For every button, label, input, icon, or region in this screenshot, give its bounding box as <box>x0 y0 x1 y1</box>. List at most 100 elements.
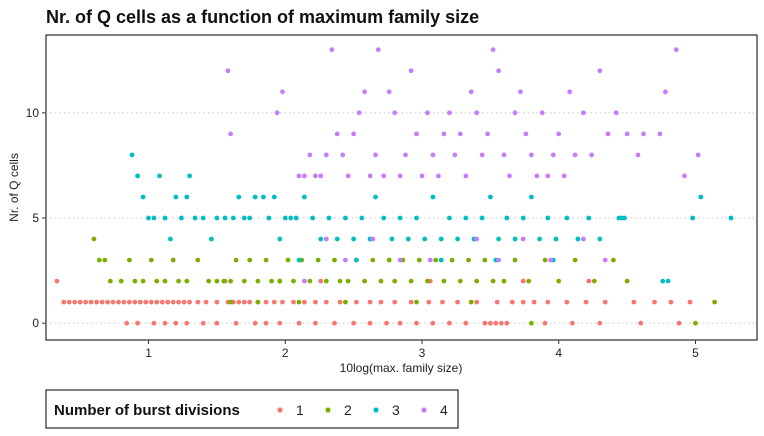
legend-label-2: 2 <box>344 402 352 418</box>
point-series-1-47 <box>426 299 432 305</box>
point-series-4-11 <box>334 131 340 137</box>
point-series-4-65 <box>663 89 668 95</box>
point-series-1-17 <box>148 299 154 305</box>
point-series-4-74 <box>427 257 433 263</box>
point-series-1-101 <box>586 278 592 284</box>
point-series-2-66 <box>414 299 419 305</box>
point-series-4-2 <box>274 110 280 116</box>
point-series-4-27 <box>419 173 425 179</box>
point-series-2-4 <box>118 278 124 284</box>
point-series-3-33 <box>334 236 340 242</box>
point-series-4-10 <box>329 47 335 53</box>
point-series-2-36 <box>362 278 367 284</box>
point-series-1-100 <box>520 278 526 284</box>
point-series-4-62 <box>635 152 641 158</box>
point-series-1-91 <box>542 320 548 326</box>
point-series-3-49 <box>463 215 469 221</box>
point-series-4-41 <box>496 68 501 74</box>
point-series-3-12 <box>192 215 198 221</box>
point-series-4-23 <box>397 173 403 179</box>
point-series-4-29 <box>430 152 436 158</box>
point-series-1-57 <box>583 299 589 305</box>
point-series-3-11 <box>187 173 193 179</box>
point-series-4-79 <box>581 236 586 242</box>
point-series-2-29 <box>307 278 313 284</box>
point-series-3-75 <box>438 257 444 263</box>
point-series-4-46 <box>523 131 529 137</box>
point-series-2-18 <box>228 278 234 284</box>
point-series-4-35 <box>463 173 469 179</box>
point-series-3-5 <box>157 173 162 179</box>
point-series-4-14 <box>351 131 356 137</box>
point-series-2-60 <box>611 257 616 263</box>
point-series-1-46 <box>408 299 414 305</box>
point-series-4-9 <box>323 152 329 158</box>
point-series-4-19 <box>375 47 381 53</box>
point-series-3-68 <box>660 278 666 284</box>
point-series-3-36 <box>359 215 365 221</box>
point-series-4-34 <box>457 131 463 137</box>
point-series-4-75 <box>474 236 480 242</box>
point-series-2-8 <box>148 257 154 263</box>
point-series-2-51 <box>482 257 488 263</box>
point-series-3-7 <box>168 236 173 242</box>
point-series-3-20 <box>247 215 253 221</box>
point-series-2-50 <box>474 278 480 284</box>
point-series-2-53 <box>501 278 507 284</box>
point-series-1-92 <box>570 320 575 326</box>
point-series-4-66 <box>673 47 679 53</box>
legend-key-2 <box>325 407 331 413</box>
point-series-4-48 <box>534 173 540 179</box>
point-series-2-37 <box>370 257 376 263</box>
point-series-1-59 <box>631 299 637 305</box>
point-series-4-63 <box>641 131 646 137</box>
point-series-1-34 <box>263 299 269 305</box>
point-series-2-22 <box>255 278 261 284</box>
point-series-2-67 <box>468 299 474 305</box>
point-series-3-42 <box>405 236 411 242</box>
point-series-3-4 <box>151 215 157 221</box>
point-series-1-2 <box>66 299 72 305</box>
point-series-3-56 <box>520 215 526 221</box>
point-series-3-0 <box>129 152 135 158</box>
point-series-2-26 <box>285 257 291 263</box>
point-series-1-6 <box>88 299 94 305</box>
point-series-4-73 <box>397 257 403 263</box>
point-series-1-48 <box>440 299 445 305</box>
point-series-3-22 <box>261 194 266 200</box>
point-series-2-19 <box>233 257 239 263</box>
point-series-1-69 <box>200 320 206 326</box>
point-series-3-13 <box>200 215 206 221</box>
point-series-3-26 <box>282 215 288 221</box>
point-series-2-33 <box>337 278 343 284</box>
point-series-4-21 <box>386 89 392 95</box>
point-series-3-9 <box>179 215 184 221</box>
point-series-1-67 <box>173 320 179 326</box>
point-series-3-21 <box>252 194 258 200</box>
point-series-2-38 <box>378 278 384 284</box>
point-series-4-24 <box>403 152 408 158</box>
point-series-4-52 <box>556 131 562 137</box>
point-series-4-15 <box>356 110 362 116</box>
point-series-3-51 <box>479 215 485 221</box>
chart-title: Nr. of Q cells as a function of maximum … <box>46 7 479 27</box>
legend-label-1: 1 <box>296 402 304 418</box>
point-series-2-54 <box>512 257 518 263</box>
point-series-1-83 <box>430 320 436 326</box>
point-series-2-42 <box>408 278 414 284</box>
point-series-4-32 <box>447 110 452 116</box>
point-series-2-21 <box>247 257 253 263</box>
point-series-1-11 <box>116 299 121 305</box>
point-series-1-4 <box>77 299 83 305</box>
point-series-1-18 <box>154 299 160 305</box>
point-series-4-26 <box>414 131 419 137</box>
point-series-1-42 <box>354 299 359 305</box>
point-series-3-40 <box>389 236 395 242</box>
point-series-3-15 <box>214 215 220 221</box>
point-series-3-14 <box>209 236 214 242</box>
point-series-3-31 <box>318 236 324 242</box>
point-series-3-74 <box>354 257 359 263</box>
point-series-2-31 <box>323 278 329 284</box>
point-series-2-17 <box>221 278 227 284</box>
point-series-1-70 <box>214 320 220 326</box>
